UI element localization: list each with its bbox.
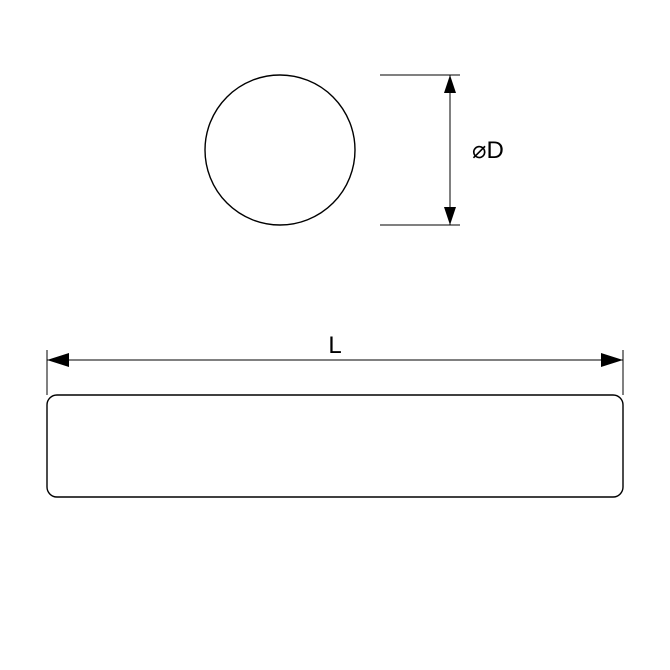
- length-label: L: [328, 332, 341, 359]
- diameter-label: ⌀D: [472, 137, 504, 164]
